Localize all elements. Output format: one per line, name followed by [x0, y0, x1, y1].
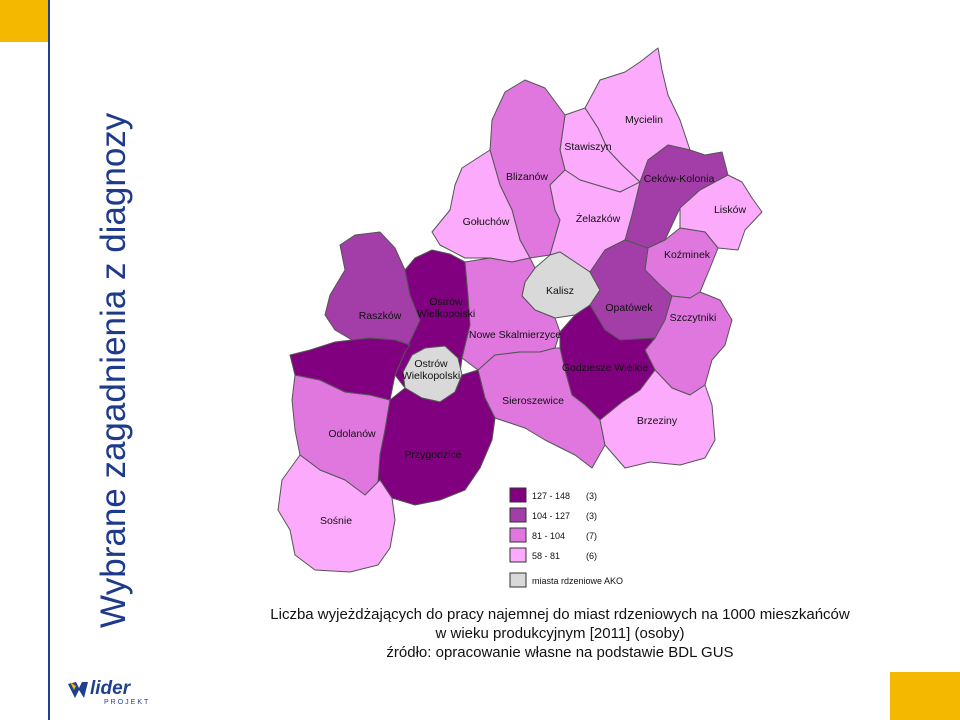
map-svg: Mycielin Stawiszyn Ceków-Kolonia Blizanó… [277, 47, 763, 588]
logo-word: lider [90, 678, 131, 699]
legend-range: 127 - 148 [532, 491, 570, 501]
map-label: Stawiszyn [564, 141, 611, 153]
caption-line: źródło: opracowanie własne na podstawie … [386, 644, 734, 661]
vertical-divider [48, 0, 50, 720]
region-brzeziny [599, 369, 716, 469]
map-label: Lisków [714, 204, 747, 216]
map-label: Przygodzice [404, 449, 461, 461]
legend-swatch [509, 487, 527, 503]
logo-sub: PROJEKT [104, 699, 151, 706]
map-label: Blizanów [506, 171, 548, 183]
title-area: Wybrane zagadnienia z diagnozy [58, 0, 133, 640]
map-label: Ostrów Wielkopolski [402, 358, 460, 382]
map-label: Ostrów Wielkopolski [417, 296, 475, 320]
region-ostrow-west-strip [289, 337, 411, 401]
lider-projekt-logo: lider PROJEKT [66, 676, 156, 710]
caption-line: Liczba wyjeżdżających do pracy najemnej … [270, 606, 850, 623]
map-label: Koźminek [664, 249, 711, 261]
map-label: Brzeziny [637, 415, 678, 427]
legend-count: (6) [586, 551, 597, 561]
map-label: Raszków [359, 310, 402, 322]
map-label: Szczytniki [670, 312, 717, 324]
choropleth-map: Mycielin Stawiszyn Ceków-Kolonia Blizanó… [270, 40, 770, 600]
corner-accent-top-left [0, 0, 48, 42]
legend-count: (3) [586, 491, 597, 501]
legend-range: 104 - 127 [532, 511, 570, 521]
map-label: Godziesze Wielkie [562, 362, 649, 374]
legend-count: (7) [586, 531, 597, 541]
map-label: Sieroszewice [502, 395, 564, 407]
map-label: Gołuchów [463, 216, 510, 228]
region-sieroszewice [477, 347, 606, 469]
corner-accent-bottom-right [890, 672, 960, 720]
legend-swatch [509, 507, 527, 523]
map-label: Mycielin [625, 114, 663, 126]
map-label: Odolanów [328, 428, 376, 440]
legend-range: 81 - 104 [532, 531, 565, 541]
page-title: Wybrane zagadnienia z diagnozy [94, 112, 133, 628]
legend-swatch [509, 547, 527, 563]
legend-count: (3) [586, 511, 597, 521]
legend-swatch [509, 572, 527, 588]
region-sosnie [277, 454, 396, 573]
legend-range: miasta rdzeniowe AKO [532, 576, 623, 586]
region-raszkow [324, 231, 421, 346]
legend-range: 58 - 81 [532, 551, 560, 561]
map-label: Żelazków [576, 212, 621, 225]
map-label: Sośnie [320, 515, 352, 527]
logo-mark-icon [68, 682, 88, 698]
map-label: Nowe Skalmierzyce [469, 329, 561, 341]
legend-swatch [509, 527, 527, 543]
caption-line: w wieku produkcyjnym [2011] (osoby) [435, 625, 685, 642]
map-caption: Liczba wyjeżdżających do pracy najemnej … [150, 605, 960, 662]
map-label: Kalisz [546, 285, 574, 297]
map-label: Ceków-Kolonia [644, 173, 715, 185]
map-label: Opatówek [605, 302, 653, 314]
